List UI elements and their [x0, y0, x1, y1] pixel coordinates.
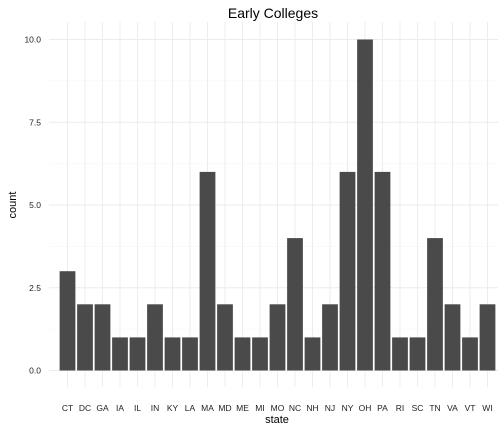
x-tick-label: IN: [151, 403, 160, 413]
chart-title: Early Colleges: [228, 5, 318, 21]
x-tick-label: NH: [306, 403, 318, 413]
x-tick-label: PA: [377, 403, 388, 413]
bar-tn: [427, 238, 443, 371]
x-tick-label: RI: [396, 403, 405, 413]
x-tick-label: KY: [167, 403, 179, 413]
x-tick-label: WI: [482, 403, 492, 413]
bar-il: [129, 337, 146, 371]
x-tick-label: CT: [62, 403, 73, 413]
bar-vt: [462, 337, 478, 371]
bar-pa: [374, 171, 391, 371]
y-tick-label: 7.5: [29, 117, 41, 127]
y-tick-label: 10.0: [24, 35, 41, 45]
x-tick-label: NC: [289, 403, 301, 413]
x-tick-label: OH: [359, 403, 372, 413]
x-tick-label: SC: [412, 403, 424, 413]
bar-ny: [339, 171, 356, 371]
x-tick-label: ME: [236, 403, 249, 413]
x-tick-label: MI: [255, 403, 264, 413]
bar-va: [444, 304, 461, 371]
x-tick-label: GA: [96, 403, 109, 413]
x-tick-label: VA: [447, 403, 458, 413]
bar-mi: [252, 337, 268, 371]
bar-nj: [322, 304, 338, 371]
bar-la: [182, 337, 198, 371]
y-tick-label: 2.5: [29, 283, 41, 293]
bar-nh: [304, 337, 321, 371]
bar-me: [234, 337, 251, 371]
bar-ky: [164, 337, 181, 371]
bar-in: [147, 304, 163, 371]
bar-ct: [59, 271, 76, 371]
x-tick-label: MD: [218, 403, 231, 413]
bar-ia: [112, 337, 128, 371]
x-tick-label: NY: [342, 403, 354, 413]
x-tick-label: IL: [134, 403, 141, 413]
y-tick-label: 0.0: [29, 366, 41, 376]
x-tick-label: DC: [79, 403, 91, 413]
bar-sc: [409, 337, 426, 371]
y-tick-label: 5.0: [29, 200, 41, 210]
bar-mo: [269, 304, 286, 371]
bar-wi: [479, 304, 496, 371]
bars: [59, 39, 496, 371]
bar-dc: [77, 304, 93, 371]
x-tick-label: NJ: [325, 403, 335, 413]
x-tick-label: VT: [465, 403, 476, 413]
bar-nc: [287, 238, 303, 371]
x-tick-label: MO: [271, 403, 285, 413]
y-tick-labels: 0.0 2.5 5.0 7.5 10.0: [24, 35, 41, 376]
bar-md: [217, 304, 233, 371]
bar-ri: [392, 337, 408, 371]
bar-oh: [357, 39, 373, 371]
bar-ga: [94, 304, 111, 371]
x-tick-label: MA: [201, 403, 214, 413]
x-tick-label: TN: [429, 403, 440, 413]
x-tick-label: IA: [116, 403, 124, 413]
x-axis-title: state: [265, 414, 289, 426]
x-tick-label: LA: [185, 403, 196, 413]
y-axis-title: count: [7, 192, 19, 219]
x-tick-labels: CT DC GA IA IL IN KY LA MA MD ME MI MO NC NH NJ NY OH PA RI…: [62, 403, 493, 413]
bar-ma: [199, 171, 216, 371]
